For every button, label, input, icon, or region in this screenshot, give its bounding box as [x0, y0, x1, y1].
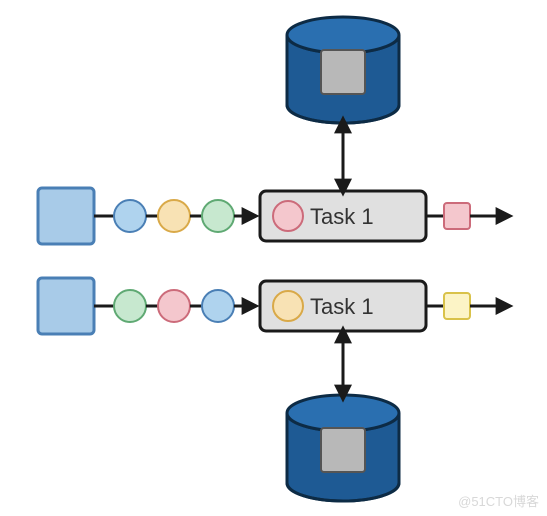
queue-circle-blue	[114, 200, 146, 232]
database-inner-square	[321, 50, 365, 94]
queue-circle-green	[202, 200, 234, 232]
task-label: Task 1	[310, 294, 374, 319]
queue-circle-yellow	[158, 200, 190, 232]
diagram-canvas: Task 1 Task 1	[0, 0, 547, 516]
task-indicator-circle	[273, 201, 303, 231]
database-inner-square	[321, 428, 365, 472]
input-square	[38, 278, 94, 334]
pipeline-row2: Task 1	[38, 278, 510, 334]
queue-circle-pink	[158, 290, 190, 322]
pipeline-row1: Task 1	[38, 188, 510, 244]
queue-circle-green	[114, 290, 146, 322]
queue-circle-blue	[202, 290, 234, 322]
task-label: Task 1	[310, 204, 374, 229]
task-indicator-circle	[273, 291, 303, 321]
database-db-bottom	[287, 395, 399, 501]
database-db-top	[287, 17, 399, 123]
output-square	[444, 293, 470, 319]
output-square	[444, 203, 470, 229]
input-square	[38, 188, 94, 244]
watermark-text: @51CTO博客	[458, 491, 539, 510]
